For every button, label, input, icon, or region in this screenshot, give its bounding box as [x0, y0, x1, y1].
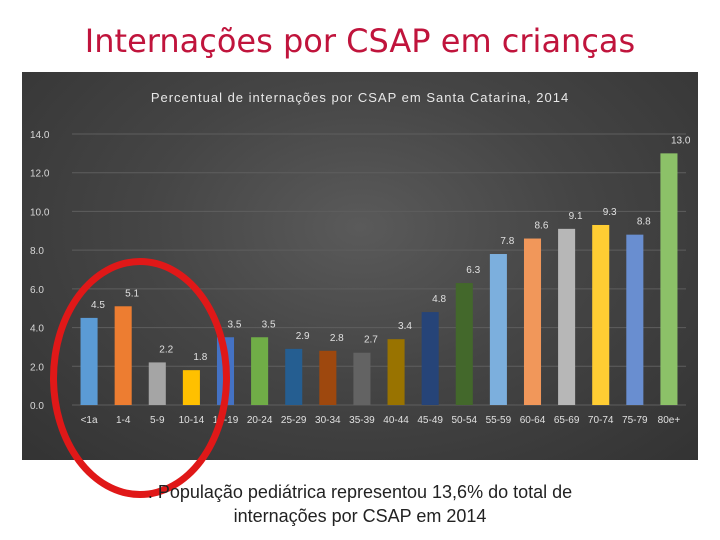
x-tick-label: 15-19: [213, 415, 239, 426]
data-label: 3.5: [262, 319, 276, 330]
footnote-line-2: internações por CSAP em 2014: [233, 506, 487, 526]
bar: [489, 254, 507, 405]
x-tick-label: 75-79: [622, 415, 648, 426]
x-tick-label: 40-44: [383, 415, 409, 426]
data-label: 8.6: [535, 221, 549, 232]
data-label: 7.8: [500, 236, 514, 247]
x-tick-label: 45-49: [417, 415, 443, 426]
x-tick-label: 20-24: [247, 415, 273, 426]
x-tick-label: 30-34: [315, 415, 341, 426]
bar: [387, 339, 405, 405]
data-label: 8.8: [637, 217, 651, 228]
bar: [592, 224, 610, 405]
y-tick-label: 0.0: [30, 401, 44, 412]
bar: [455, 283, 473, 405]
data-label: 2.9: [296, 331, 310, 342]
x-tick-label: 65-69: [554, 415, 580, 426]
x-tick-label: 60-64: [520, 415, 546, 426]
y-tick-label: 4.0: [30, 324, 44, 335]
x-tick-label: 55-59: [486, 415, 512, 426]
bar: [558, 228, 576, 405]
y-tick-label: 12.0: [30, 169, 50, 180]
x-tick-label: 25-29: [281, 415, 307, 426]
bar: [660, 153, 678, 405]
x-tick-label: 50-54: [451, 415, 477, 426]
y-tick-label: 8.0: [30, 246, 44, 257]
bar: [319, 350, 337, 405]
data-label: 9.1: [569, 211, 583, 222]
bar: [523, 238, 542, 405]
x-tick-label: 70-74: [588, 415, 614, 426]
bar: [251, 337, 269, 405]
data-label: 4.8: [432, 294, 446, 305]
y-tick-label: 14.0: [30, 130, 50, 141]
data-label: 2.8: [330, 333, 344, 344]
y-tick-label: 10.0: [30, 207, 50, 218]
footnote-line-1: . População pediátrica representou 13,6%…: [147, 482, 573, 502]
slide-title: Internações por CSAP em crianças: [84, 22, 636, 60]
bar: [353, 352, 371, 405]
y-tick-label: 2.0: [30, 362, 44, 373]
y-tick-label: 6.0: [30, 285, 44, 296]
chart-title: Percentual de internações por CSAP em Sa…: [150, 90, 570, 105]
data-label: 9.3: [603, 207, 617, 218]
x-tick-label: 35-39: [349, 415, 375, 426]
data-label: 3.4: [398, 321, 412, 332]
bar: [285, 348, 303, 405]
data-label: 2.7: [364, 335, 378, 346]
bar: [421, 312, 439, 405]
footnote: . População pediátrica representou 13,6%…: [0, 480, 720, 528]
data-label: 13.0: [671, 135, 691, 146]
data-label: 6.3: [466, 265, 480, 276]
data-label: 3.5: [228, 319, 242, 330]
bar: [626, 234, 644, 405]
x-tick-label: 80e+: [658, 415, 681, 426]
highlight-ring: [50, 258, 230, 498]
